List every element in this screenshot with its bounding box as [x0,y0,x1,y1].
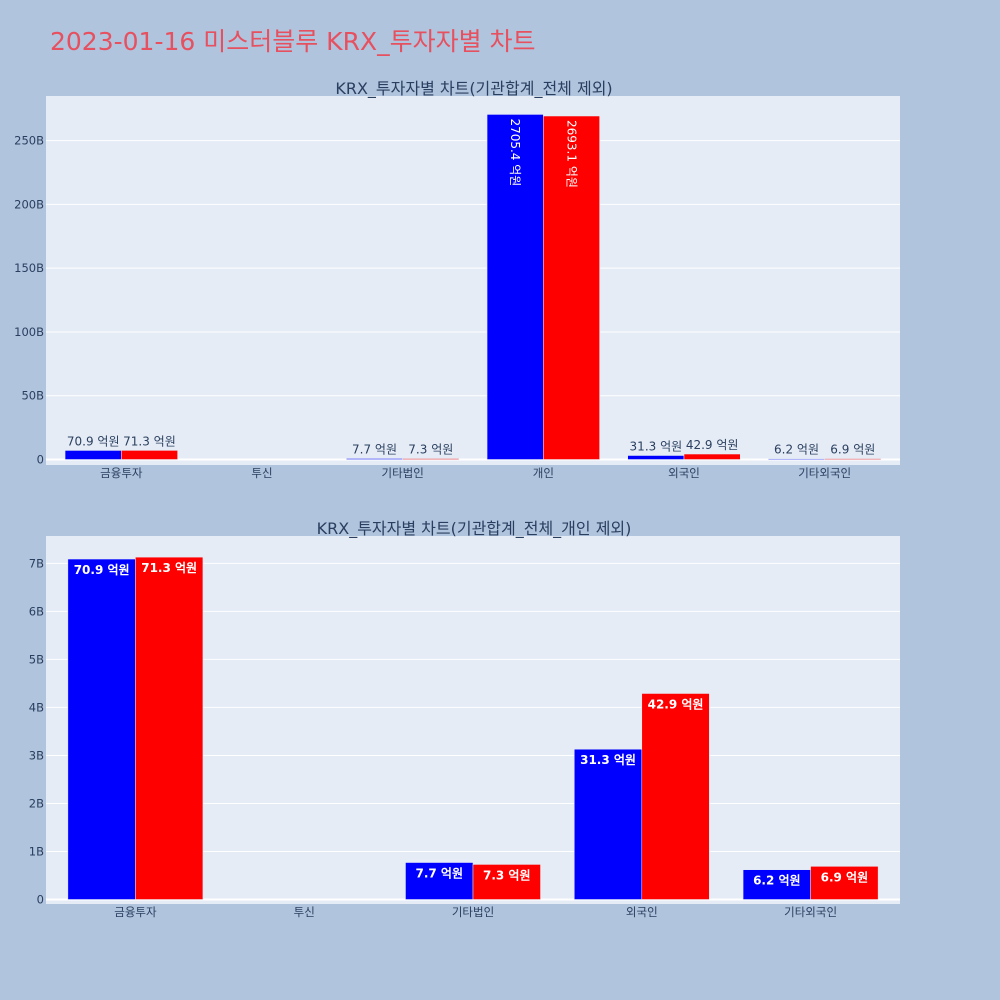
bar [627,455,685,460]
x-tick-label: 금융투자 [100,466,143,480]
y-tick-label: 0 [37,893,44,907]
page-title: 2023-01-16 미스터블루 KRX_투자자별 차트 [50,27,536,56]
x-tick-label: 투신 [251,466,272,480]
data-label: 42.9 억원 [648,698,704,712]
y-tick-label: 50B [21,389,44,403]
y-tick-label: 0 [37,453,44,467]
plot-area [46,96,900,465]
y-tick-label: 100B [14,325,44,339]
x-tick-label: 외국인 [626,905,658,919]
y-tick-label: 150B [14,261,44,275]
bar [64,450,122,460]
x-tick-label: 투신 [294,905,315,919]
bar [543,115,600,460]
bar [641,693,710,900]
data-label: 7.7 억원 [415,867,463,881]
x-tick-label: 외국인 [668,466,700,480]
x-tick-label: 기타외국인 [798,466,851,480]
chart-2: 0 1B 2B 3B 4B 5B 6B 7B KRX_투자자별 차트(기관합계_전체_개인 제외… [29,519,900,919]
y-tick-label: 2B [29,796,44,810]
y-tick-label: 250B [14,134,44,148]
data-label: 6.2 억원 [774,443,819,457]
y-tick-label: 7B [29,556,44,570]
chart-title: KRX_투자자별 차트(기관합계_전체 제외) [335,79,612,99]
data-label: 70.9 억원 [67,434,120,448]
data-label: 31.3 억원 [580,753,636,767]
bar [683,453,741,460]
bar [824,458,882,460]
y-tick-label: 4B [29,700,44,714]
bar [810,866,879,900]
data-label: 7.3 억원 [408,443,453,457]
bar [67,558,136,900]
bar [346,458,403,460]
y-tick-label: 5B [29,652,44,666]
data-label: 6.9 억원 [830,443,875,457]
data-label: 7.7 억원 [352,443,397,457]
bar [402,458,460,460]
x-tick-label: 기타법인 [382,466,424,480]
x-tick-label: 기타법인 [452,905,494,919]
data-label: 71.3 억원 [141,561,197,575]
x-tick-label: 개인 [533,466,554,480]
x-tick-label: 기타외국인 [784,905,837,919]
data-label: 2705.4 억원 [508,118,522,186]
data-label: 71.3 억원 [123,434,176,448]
bar [405,862,474,900]
y-tick-label: 200B [14,197,44,211]
bar [121,450,178,460]
y-tick-label: 6B [29,604,44,618]
data-label: 7.3 억원 [483,868,531,882]
y-tick-label: 1B [29,844,44,858]
bar [768,458,825,460]
y-tick-label: 3B [29,748,44,762]
data-label: 6.9 억원 [821,870,869,884]
data-label: 70.9 억원 [74,563,130,577]
bar [574,748,643,900]
data-label: 2693.1 억원 [564,120,578,188]
data-label: 42.9 억원 [686,438,739,452]
chart-title: KRX_투자자별 차트(기관합계_전체_개인 제외) [317,519,632,539]
x-tick-label: 금융투자 [114,905,157,919]
data-label: 6.2 억원 [753,874,801,888]
bar [135,556,204,900]
data-label: 31.3 억원 [630,440,683,454]
bar [472,864,541,900]
chart-1: 0 50B 100B 150B 200B 250B KRX_투자자별 차트(기관합계_전체 … [14,79,900,480]
